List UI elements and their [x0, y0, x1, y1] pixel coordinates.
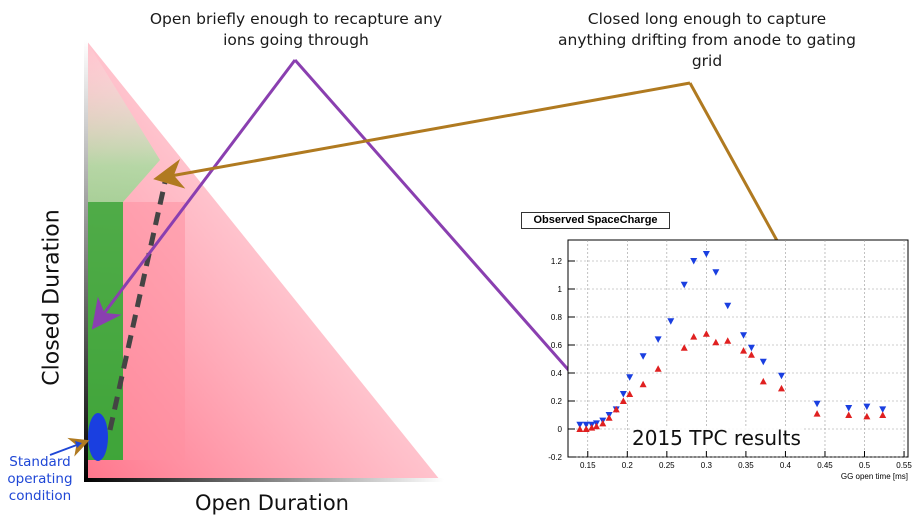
blue-data-point — [863, 403, 871, 411]
inset-chart: 0.15 0.2 0.25 0.3 0.35 0.4 0.45 0.5 0.55 -0.2 0 0.2… — [548, 239, 912, 481]
red-data-point — [879, 411, 887, 418]
red-data-point — [612, 405, 620, 413]
blue-data-point — [879, 406, 887, 413]
blue-data-point — [626, 374, 634, 381]
blue-data-point — [619, 391, 627, 398]
y-axis-line — [84, 40, 88, 482]
y-tick-label: 0.4 — [551, 369, 563, 378]
x-axis-title: Open Duration — [195, 491, 349, 515]
blue-data-point — [690, 258, 698, 265]
x-axis-line — [84, 478, 444, 482]
y-tick-label: 0 — [558, 425, 563, 434]
purple-arrow-right — [293, 59, 610, 417]
operating-point-ellipse — [88, 413, 108, 461]
blue-data-point — [813, 400, 821, 408]
y-tick-label: 0.2 — [551, 397, 563, 406]
x-tick-label: 0.3 — [701, 461, 713, 470]
red-data-point — [582, 425, 590, 432]
plot-frame — [567, 239, 909, 458]
open-briefly-annotation: Open briefly enough to recapture any ion… — [149, 10, 443, 49]
blue-data-point — [759, 358, 767, 366]
red-data-point — [740, 347, 748, 354]
y-tick-label: 1 — [558, 285, 563, 294]
y-tick-label: 1.2 — [551, 257, 563, 266]
blue-data-point — [667, 318, 675, 325]
red-data-point — [680, 344, 688, 351]
blue-data-point — [576, 421, 584, 429]
x-tick-label: 0.55 — [896, 461, 912, 470]
red-data-point — [724, 337, 732, 344]
red-data-point — [777, 384, 785, 392]
blue-data-point — [639, 353, 647, 360]
red-data-point — [592, 422, 600, 430]
x-tick-label: 0.35 — [738, 461, 754, 470]
red-data-point — [747, 351, 755, 358]
blue-data-point — [747, 344, 755, 352]
red-data-point — [813, 410, 821, 417]
red-data-point — [619, 397, 627, 404]
results-label: 2015 TPC results — [631, 426, 802, 450]
closed-long-annotation: Closed long enough to capture anything d… — [558, 10, 856, 70]
y-tick-label: 0.6 — [551, 341, 563, 350]
x-tick-label: 0.25 — [659, 461, 675, 470]
blue-data-point — [582, 421, 590, 429]
red-data-point — [863, 412, 871, 420]
x-tick-label: 0.4 — [780, 461, 792, 470]
x-tick-label: 0.5 — [859, 461, 871, 470]
red-data-point — [626, 390, 634, 397]
blue-data-point — [702, 251, 710, 258]
standard-condition-label: Standard operating condition — [7, 454, 73, 504]
red-data-point — [639, 380, 647, 388]
brown-arrow-left — [153, 81, 691, 189]
y-tick-label: -0.2 — [548, 453, 562, 462]
red-data-point — [845, 411, 853, 418]
red-data-point — [599, 419, 607, 427]
y-axis-title: Closed Duration — [39, 209, 65, 386]
x-tick-label: 0.2 — [622, 461, 634, 470]
blue-data-point — [740, 332, 748, 339]
blue-data-point — [680, 281, 688, 289]
blue-data-point — [845, 405, 853, 412]
red-data-point — [702, 330, 710, 337]
blue-data-point — [654, 336, 662, 343]
blue-data-point — [712, 269, 720, 276]
red-data-point — [690, 333, 698, 340]
inset-chart-title: Observed SpaceCharge — [521, 212, 670, 229]
x-tick-label: 0.45 — [817, 461, 833, 470]
red-data-point — [605, 414, 613, 421]
y-tick-label: 0.8 — [551, 313, 563, 322]
dashed-boundary-line — [107, 181, 168, 431]
red-data-point — [759, 377, 767, 385]
blue-data-point — [777, 372, 785, 380]
x-axis-label: GG open time [ms] — [841, 472, 908, 481]
blue-data-point — [724, 302, 732, 310]
x-tick-label: 0.15 — [580, 461, 596, 470]
red-data-point — [712, 338, 720, 346]
purple-arrow-left — [91, 59, 297, 330]
red-data-point — [654, 365, 662, 372]
red-data-point — [576, 425, 584, 432]
